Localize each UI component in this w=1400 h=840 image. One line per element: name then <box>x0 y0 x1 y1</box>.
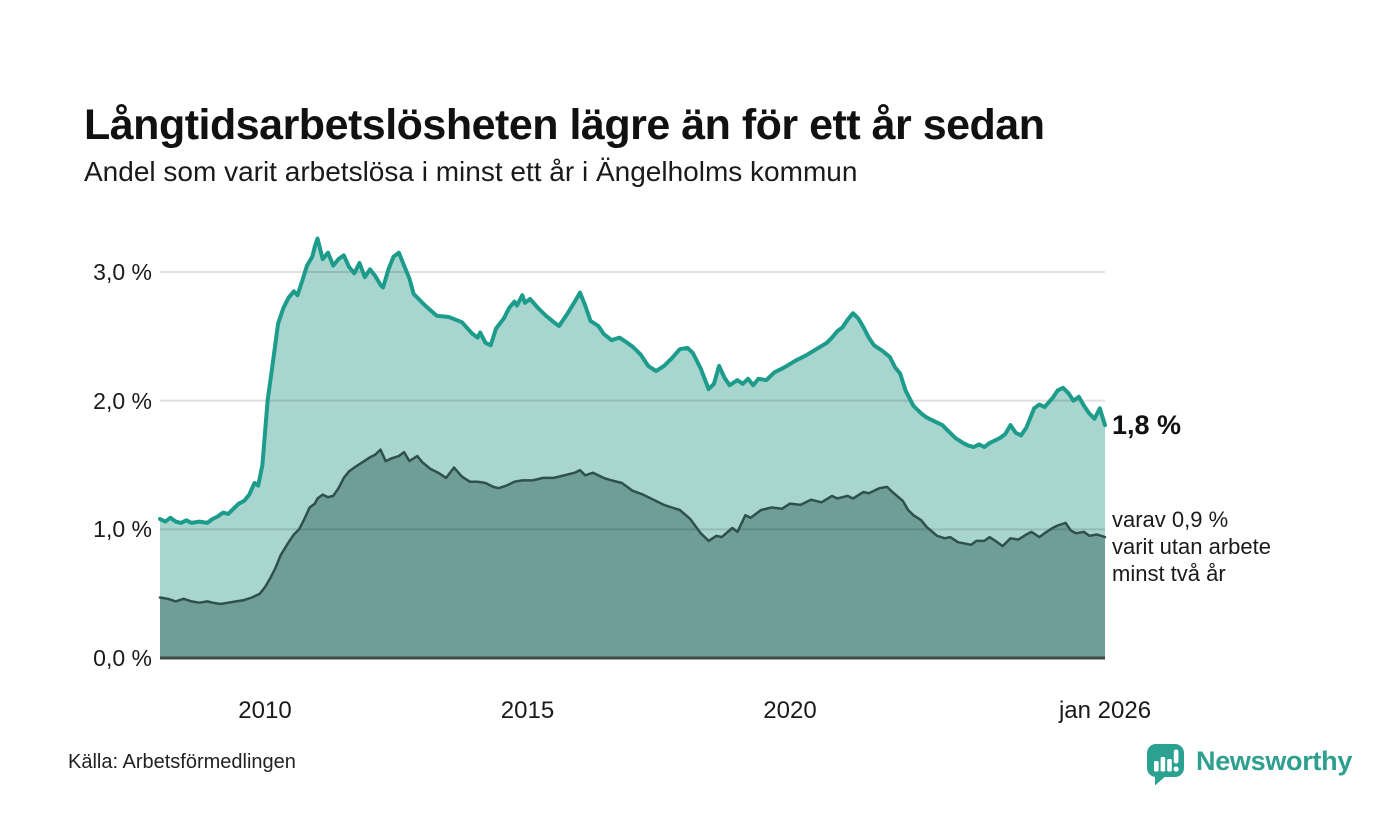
x-tick-label: 2020 <box>763 697 817 724</box>
series-line-min-2-years <box>158 448 1107 606</box>
latest-value-label: 1,8 % <box>1112 410 1182 440</box>
page-title: Långtidsarbetslösheten lägre än för ett … <box>84 100 1045 149</box>
x-tick-label: 2010 <box>238 697 292 724</box>
series-area-min-2-years <box>160 449 1105 658</box>
y-tick-label: 2,0 % <box>93 387 152 414</box>
y-tick-label: 1,0 % <box>93 516 152 543</box>
newsworthy-logo: Newsworthy <box>1146 742 1352 787</box>
page-subtitle: Andel som varit arbetslösa i minst ett å… <box>84 156 858 187</box>
x-tick-label: 2015 <box>500 697 555 724</box>
sub-annotation-line-1: varav 0,9 % <box>1112 507 1229 532</box>
y-tick-label: 0,0 % <box>93 645 152 671</box>
x-tick-label: jan 2026 <box>1058 697 1152 724</box>
sub-annotation-line-3: minst två år <box>1112 561 1226 586</box>
newsworthy-wordmark: Newsworthy <box>1196 746 1353 776</box>
sub-series-annotation: varav 0,9 % varit utan arbete minst två … <box>1112 506 1271 587</box>
newsworthy-bubble-icon <box>1147 744 1184 786</box>
source-attribution: Källa: Arbetsförmedlingen <box>68 751 296 773</box>
series-line-min-1-year <box>158 236 1107 525</box>
sub-annotation-line-2: varit utan arbete <box>1112 534 1271 559</box>
y-tick-label: 3,0 % <box>93 259 152 285</box>
